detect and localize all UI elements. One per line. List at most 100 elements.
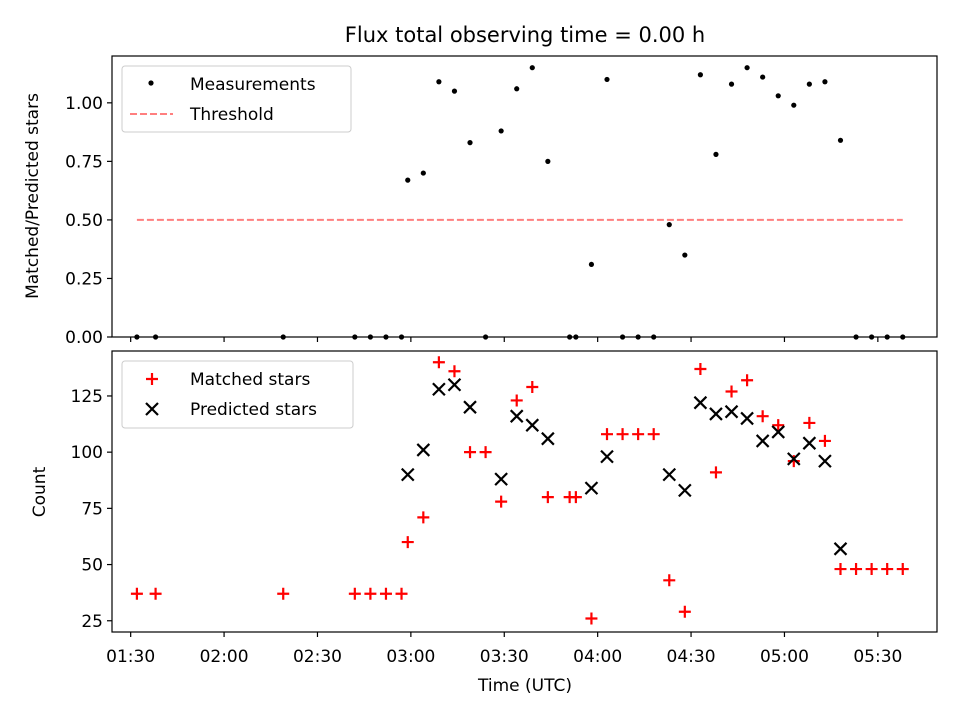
matched-stars-point: [725, 385, 738, 398]
x-axis-label: Time (UTC): [477, 676, 572, 696]
matched-stars-point: [585, 612, 598, 625]
legend-measurements-marker: [148, 80, 154, 86]
bottom-data-marks: [130, 356, 909, 625]
predicted-stars-point: [541, 431, 555, 446]
matched-stars-point: [432, 356, 445, 369]
top-y-tick-label: 0.50: [65, 211, 103, 231]
x-tick-label: 05:00: [760, 647, 809, 667]
predicted-stars-point: [584, 481, 599, 495]
matched-stars-point: [865, 563, 878, 576]
bottom-y-tick-label: 50: [81, 556, 103, 576]
legend-threshold-label: Threshold: [189, 105, 274, 125]
measurements-point: [529, 65, 535, 71]
bottom-y-tick-label: 100: [71, 443, 103, 463]
legend-matched-stars-marker: [146, 373, 158, 385]
top-data-marks: [134, 65, 906, 340]
matched-stars-point: [834, 563, 847, 576]
matched-stars-point: [787, 455, 800, 468]
top-legend-box: [121, 65, 352, 133]
bottom-y-tick-label: 25: [81, 612, 103, 632]
measurements-point: [822, 79, 828, 85]
predicted-stars-point: [447, 377, 462, 392]
matched-stars-point: [850, 563, 863, 576]
matched-stars-point: [277, 587, 290, 600]
bottom-y-tick-label: 75: [81, 499, 103, 519]
top-y-tick-label: 0.75: [65, 152, 103, 172]
legend-matched-stars-label: Matched stars: [190, 370, 310, 390]
matched-stars-point: [881, 563, 894, 576]
predicted-stars-point: [771, 425, 786, 439]
top-panel: 0.00 0.25 0.50 0.75 1.00 Matched/Predicted s…: [23, 55, 938, 348]
matched-stars-point: [569, 491, 582, 504]
matched-stars-point: [348, 587, 361, 600]
measurements-point: [545, 158, 551, 164]
measurements-point: [744, 65, 750, 71]
matched-stars-point: [601, 428, 613, 441]
matched-stars-point: [663, 574, 676, 587]
bottom-axis-ticks: 25 50 75 100 125 01:30 02:00 02:30 03:00 03:30 04:…: [71, 387, 903, 667]
matched-stars-point: [395, 587, 408, 600]
matched-stars-point: [448, 365, 461, 378]
measurements-point: [791, 102, 797, 108]
predicted-stars-point: [818, 454, 832, 468]
matched-stars-point: [678, 605, 691, 618]
measurements-point: [806, 81, 812, 87]
measurements-point: [436, 79, 442, 85]
bottom-legend: Matched stars Predicted stars: [121, 360, 354, 429]
predicted-stars-point: [416, 443, 431, 457]
matched-stars-point: [401, 536, 414, 549]
predicted-stars-point: [600, 449, 614, 464]
top-y-tick-label: 1.00: [65, 94, 103, 114]
matched-stars-point: [741, 374, 754, 387]
matched-stars-point: [526, 380, 539, 393]
matched-stars-point: [364, 587, 377, 600]
predicted-stars-point: [755, 434, 770, 448]
measurements-point: [837, 137, 844, 143]
predicted-stars-point: [509, 409, 524, 423]
top-y-tick-label: 0.00: [65, 328, 103, 348]
predicted-stars-point: [463, 400, 477, 414]
x-tick-label: 02:00: [200, 647, 249, 667]
top-y-axis-label: Matched/Predicted stars: [23, 93, 43, 299]
measurements-point: [420, 170, 426, 176]
predicted-stars-point: [662, 467, 677, 482]
predicted-stars-point: [833, 542, 848, 556]
measurements-point: [775, 93, 781, 99]
predicted-stars-point: [432, 382, 446, 396]
matched-stars-point: [756, 410, 769, 423]
predicted-stars-point: [693, 395, 708, 410]
top-legend: Measurements Threshold: [121, 65, 352, 133]
measurements-point: [405, 177, 411, 183]
measurements-point: [713, 151, 719, 157]
chart-title: Flux total observing time = 0.00 h: [345, 23, 705, 47]
predicted-stars-point: [678, 483, 692, 498]
top-axis-ticks: 0.00 0.25 0.50 0.75 1.00: [65, 94, 879, 348]
measurements-point: [682, 252, 688, 258]
predicted-stars-point: [400, 467, 415, 482]
predicted-stars-point: [740, 411, 754, 426]
measurements-point: [666, 222, 672, 228]
matched-stars-point: [479, 446, 492, 459]
predicted-stars-point: [494, 472, 508, 486]
measurements-point: [451, 88, 458, 94]
legend-predicted-stars-label: Predicted stars: [190, 400, 317, 420]
matched-stars-point: [417, 511, 430, 524]
bottom-axes-frame: [111, 350, 938, 633]
measurements-point: [467, 140, 473, 146]
x-tick-label: 01:30: [106, 647, 155, 667]
matched-stars-point: [772, 419, 785, 432]
measurements-point: [588, 261, 595, 268]
matched-stars-point: [818, 434, 831, 447]
predicted-stars-point: [787, 452, 801, 466]
measurements-point: [514, 86, 520, 92]
matched-stars-point: [541, 491, 554, 504]
predicted-stars-point: [802, 436, 817, 450]
matched-stars-point: [495, 495, 508, 508]
measurements-point: [498, 128, 504, 134]
x-tick-label: 03:00: [386, 647, 435, 667]
measurements-point: [697, 72, 703, 78]
matched-stars-point: [709, 466, 722, 479]
top-axes-frame: [111, 55, 938, 338]
bottom-y-tick-label: 125: [71, 387, 103, 407]
